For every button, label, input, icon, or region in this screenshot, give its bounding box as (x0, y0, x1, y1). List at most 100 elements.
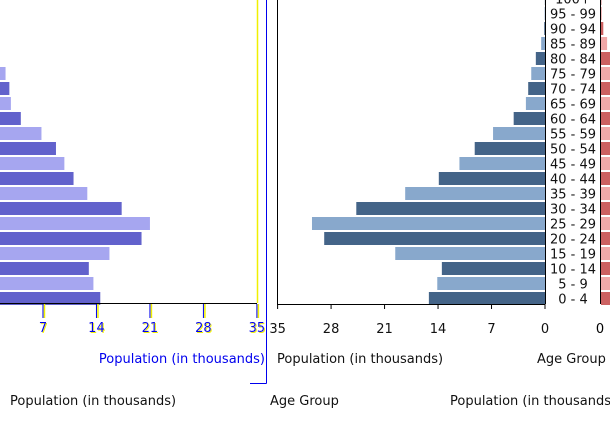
middle-bar-75-79 (531, 67, 545, 80)
left-bar-5-9 (0, 277, 94, 290)
middle-y-axis-title: Age Group (537, 352, 606, 367)
middle-x-ticks: 35 28 21 14 7 0 (269, 304, 549, 337)
middle-bar-5-9 (437, 277, 545, 290)
left-bar-40-44 (0, 172, 74, 185)
right-bar-90-94 (601, 22, 604, 35)
middle-bar-85-89 (541, 37, 545, 50)
right-bar-35-39 (601, 187, 610, 200)
left-bar-50-54 (0, 142, 56, 155)
left-bar-15-19 (0, 247, 110, 260)
left-tick-label: 28 (195, 321, 212, 336)
left-tick-label: 21 (142, 321, 159, 336)
right-bar-25-29 (601, 217, 610, 230)
age-group-label: 60 - 64 (550, 113, 596, 128)
middle-bar-70-74 (528, 82, 545, 95)
left-bars (0, 67, 150, 305)
left-bar-70-74 (0, 82, 10, 95)
right-bars (601, 0, 610, 305)
middle-tick-label: 14 (430, 322, 447, 337)
right-bar-15-19 (601, 247, 610, 260)
right-bar-70-74 (601, 82, 610, 95)
left-tick-label: 7 (39, 321, 47, 336)
age-group-label: 25 - 29 (550, 218, 596, 233)
middle-bar-55-59 (493, 127, 545, 140)
middle-bars (311, 0, 545, 305)
age-group-label: 55 - 59 (550, 128, 596, 143)
right-bar-45-49 (601, 157, 610, 170)
left-bar-20-24 (0, 232, 142, 245)
age-group-label: 90 - 94 (550, 23, 596, 38)
right-bar-80-84 (601, 52, 610, 65)
age-group-label: 80 - 84 (550, 53, 596, 68)
left-bar-10-14 (0, 262, 89, 275)
age-group-title: Age Group (270, 394, 339, 409)
right-bar-20-24 (601, 232, 610, 245)
middle-bar-35-39 (405, 187, 545, 200)
right-bar-0-4 (601, 292, 610, 305)
left-bar-65-69 (0, 97, 11, 110)
middle-bar-50-54 (474, 142, 545, 155)
middle-bar-25-29 (311, 217, 545, 230)
right-bar-60-64 (601, 112, 610, 125)
left-x-axis-title-blue: Population (in thousands) (99, 352, 265, 367)
middle-tick-label: 0 (541, 322, 549, 337)
right-bar-30-34 (601, 202, 610, 215)
left-bar-35-39 (0, 187, 88, 200)
right-bar-55-59 (601, 127, 610, 140)
right-bar-65-69 (601, 97, 610, 110)
middle-bar-15-19 (395, 247, 545, 260)
age-group-label: 20 - 24 (550, 233, 596, 248)
right-x-axis-title: Population (in thousands) (450, 394, 610, 409)
right-bar-95-99 (601, 7, 602, 20)
age-group-label: 10 - 14 (550, 263, 596, 278)
left-bar-45-49 (0, 157, 65, 170)
middle-tick-label: 35 (269, 322, 286, 337)
left-bar-0-4 (0, 292, 101, 305)
age-group-label: 50 - 54 (550, 143, 596, 158)
middle-bar-90-94 (544, 22, 545, 35)
left-bar-30-34 (0, 202, 122, 215)
right-bar-75-79 (601, 67, 610, 80)
age-group-label: 0 - 4 (558, 293, 588, 308)
right-bar-10-14 (601, 262, 610, 275)
age-group-label: 100+ (555, 0, 591, 8)
middle-bar-80-84 (535, 52, 545, 65)
left-tick-label: 14 (88, 321, 105, 336)
left-x-ticks: 7 14 21 28 35 (39, 304, 265, 336)
left-bar-55-59 (0, 127, 42, 140)
age-group-label: 30 - 34 (550, 203, 596, 218)
middle-bar-65-69 (525, 97, 545, 110)
age-group-label: 15 - 19 (550, 248, 596, 263)
middle-tick-label: 7 (487, 322, 495, 337)
middle-bar-45-49 (459, 157, 545, 170)
middle-bar-30-34 (356, 202, 545, 215)
age-group-label: 95 - 99 (550, 8, 596, 23)
age-group-label: 40 - 44 (550, 173, 596, 188)
middle-bar-60-64 (513, 112, 545, 125)
age-group-label: 5 - 9 (558, 278, 588, 293)
right-bar-50-54 (601, 142, 610, 155)
right-bar-5-9 (601, 277, 610, 290)
age-group-label: 70 - 74 (550, 83, 596, 98)
right-bar-40-44 (601, 172, 610, 185)
middle-tick-label: 21 (376, 322, 393, 337)
age-group-label: 85 - 89 (550, 38, 596, 53)
right-bar-85-89 (601, 37, 608, 50)
age-group-label: 75 - 79 (550, 68, 596, 83)
middle-tick-label: 28 (323, 322, 340, 337)
middle-bar-10-14 (441, 262, 545, 275)
left-bar-75-79 (0, 67, 6, 80)
middle-bar-0-4 (428, 292, 545, 305)
age-group-label: 35 - 39 (550, 188, 596, 203)
left-bar-60-64 (0, 112, 21, 125)
left-tick-label: 35 (249, 321, 266, 336)
age-group-label: 45 - 49 (550, 158, 596, 173)
age-group-label: 65 - 69 (550, 98, 596, 113)
left-bar-25-29 (0, 217, 150, 230)
middle-bar-40-44 (438, 172, 545, 185)
middle-bar-20-24 (324, 232, 545, 245)
right-tick-label: 0 (596, 322, 604, 337)
left-x-axis-title: Population (in thousands) (10, 394, 176, 409)
